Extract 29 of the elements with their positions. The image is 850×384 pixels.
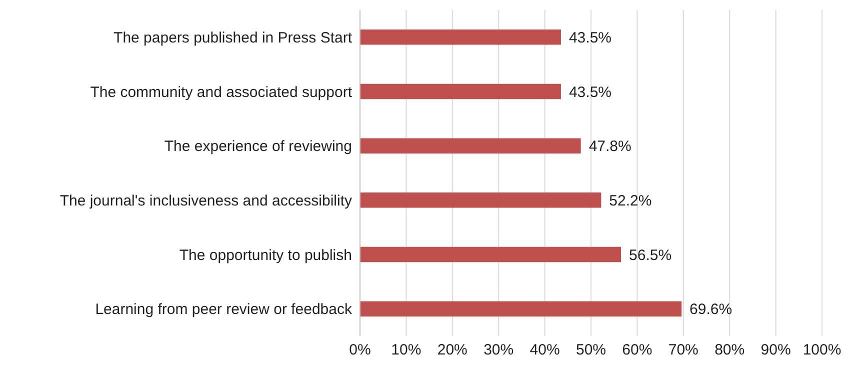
x-tick-label: 100% (802, 342, 842, 359)
y-tick-label: The opportunity to publish (179, 246, 352, 264)
y-tick-label: The journal's inclusiveness and accessibility (60, 192, 352, 210)
y-tick-label: Learning from peer review or feedback (95, 301, 352, 318)
y-tick-label: The community and associated support (90, 84, 353, 101)
data-label: 52.2% (609, 192, 652, 210)
y-tick-label: The experience of reviewing (164, 138, 352, 156)
x-tick-label: 30% (484, 342, 514, 359)
x-tick-label: 70% (668, 342, 698, 359)
x-tick-label: 60% (622, 342, 652, 359)
x-tick-label: 0% (349, 342, 371, 359)
data-label: 47.8% (588, 138, 632, 156)
x-tick-label: 90% (760, 342, 791, 359)
bar (360, 192, 602, 208)
bar (360, 138, 581, 154)
x-tick-label: 40% (530, 342, 560, 359)
x-tick-label: 50% (576, 342, 606, 359)
bar (360, 84, 561, 100)
y-tick-label: The papers published in Press Start (114, 29, 353, 46)
x-tick-label: 80% (714, 342, 745, 359)
data-label: 69.6% (690, 301, 732, 318)
bar (360, 301, 682, 316)
data-label: 56.5% (629, 246, 672, 264)
data-label: 43.5% (568, 84, 612, 101)
x-tick-label: 10% (391, 342, 422, 359)
x-tick-label: 20% (437, 342, 468, 359)
data-label: 43.5% (568, 29, 612, 46)
bar (360, 30, 561, 45)
bar (360, 246, 622, 262)
